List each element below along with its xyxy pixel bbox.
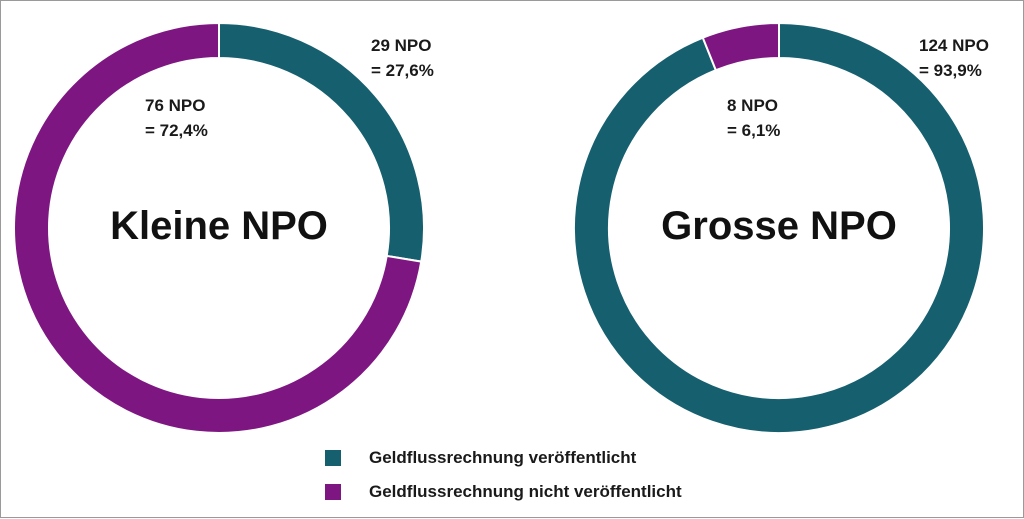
donut-title-grosse-npo: Grosse NPO: [661, 204, 897, 248]
slice-label-kleine-published-count: 29 NPO: [371, 36, 431, 55]
slice-label-grosse-published-count: 124 NPO: [919, 36, 989, 55]
legend-item-not-published: Geldflussrechnung nicht veröffentlicht: [325, 475, 682, 509]
legend-swatch-published: [325, 450, 341, 466]
slice-grosse-published: [573, 21, 985, 434]
slice-label-grosse-not-published-count: 8 NPO: [727, 96, 778, 115]
donut-title-kleine-npo: Kleine NPO: [110, 204, 328, 248]
slice-label-kleine-not-published-count: 76 NPO: [145, 96, 205, 115]
legend-swatch-not-published: [325, 484, 341, 500]
slice-grosse-not-published: [701, 21, 780, 72]
legend-label-published: Geldflussrechnung veröffentlicht: [369, 448, 637, 467]
donut-kleine-npo: Kleine NPO 29 NPO = 27,6% 76 NPO = 72,4%: [13, 21, 434, 434]
slice-label-kleine-published-percent: = 27,6%: [371, 61, 434, 80]
legend: Geldflussrechnung veröffentlicht Geldflu…: [325, 441, 682, 509]
donut-grosse-npo: Grosse NPO 124 NPO = 93,9% 8 NPO = 6,1%: [573, 21, 989, 434]
legend-item-published: Geldflussrechnung veröffentlicht: [325, 441, 682, 475]
slice-kleine-not-published: [13, 21, 423, 434]
slice-label-grosse-not-published-percent: = 6,1%: [727, 121, 780, 140]
slice-label-grosse-published-percent: = 93,9%: [919, 61, 982, 80]
slice-label-kleine-not-published-percent: = 72,4%: [145, 121, 208, 140]
legend-label-not-published: Geldflussrechnung nicht veröffentlicht: [369, 482, 682, 501]
